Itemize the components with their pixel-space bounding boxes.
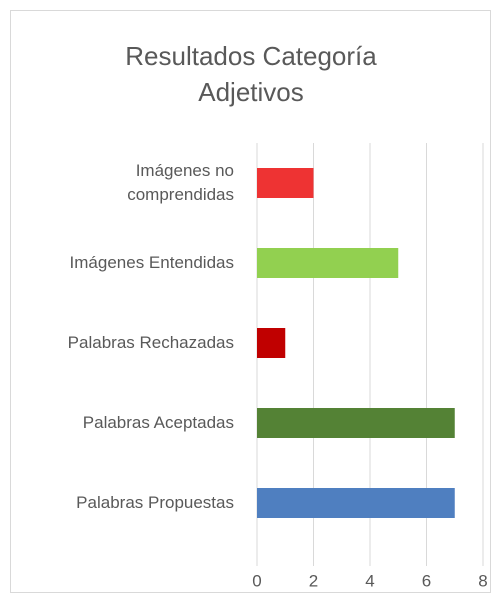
y-tick-label: Imágenes Entendidas <box>69 253 234 272</box>
chart-frame <box>10 10 491 593</box>
x-tick-label: 0 <box>252 571 261 590</box>
chart-title: Resultados Categoría Adjetivos <box>125 41 377 107</box>
y-tick-label: Imágenes no comprendidas <box>127 161 234 204</box>
y-tick-label: Palabras Rechazadas <box>67 333 234 352</box>
bar <box>257 328 286 358</box>
x-tick-label: 8 <box>478 571 487 590</box>
bar <box>257 168 314 198</box>
bar <box>257 488 455 518</box>
x-tick-label: 2 <box>309 571 318 590</box>
x-tick-label: 4 <box>365 571 374 590</box>
x-tick-label: 6 <box>422 571 431 590</box>
bar <box>257 248 399 278</box>
y-tick-label: Palabras Aceptadas <box>82 413 234 432</box>
y-tick-label: Palabras Propuestas <box>76 493 234 512</box>
bar <box>257 408 455 438</box>
